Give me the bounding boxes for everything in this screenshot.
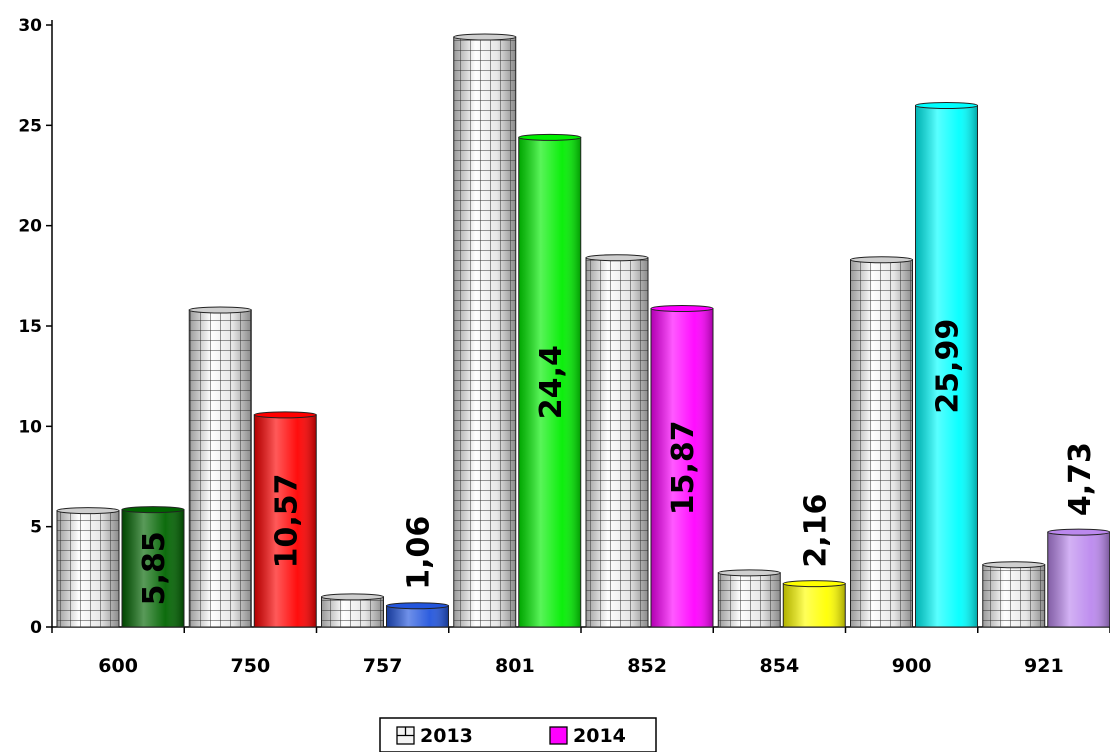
- y-tick-label: 5: [30, 518, 42, 538]
- x-tick-label: 854: [760, 655, 800, 677]
- bar-2013: [453, 33, 517, 628]
- data-label-2014: 1,06: [402, 516, 437, 590]
- bar-2014: [650, 305, 714, 628]
- y-tick-label: 15: [18, 317, 42, 337]
- legend-box: [379, 717, 657, 752]
- legend-swatch-2014: [549, 726, 568, 745]
- data-label-2014: 2,16: [798, 494, 833, 568]
- bar-2013: [982, 561, 1046, 628]
- bar-2014: [915, 101, 978, 628]
- bar-2014: [386, 602, 449, 628]
- bars: [56, 33, 1110, 628]
- legend-label-2013: 2013: [420, 725, 473, 747]
- x-tick-label: 921: [1024, 655, 1064, 677]
- x-tick-label: 757: [363, 655, 403, 677]
- bar-2013: [321, 593, 384, 628]
- x-tick-label: 900: [892, 655, 932, 677]
- x-tick-label: 801: [495, 655, 535, 677]
- bar-2014: [253, 411, 317, 628]
- y-tick-label: 25: [18, 116, 42, 136]
- bar-2013: [717, 569, 781, 628]
- data-label-2014: 10,57: [269, 473, 304, 568]
- x-tick-label: 600: [98, 655, 138, 677]
- bar-2013: [56, 507, 120, 628]
- legend: 2013 2014: [379, 717, 657, 752]
- y-axis: 0 5 10 15 20 25 30: [18, 16, 53, 638]
- bar-2014: [518, 133, 582, 628]
- bar-2013: [585, 254, 649, 628]
- bar-2014: [1047, 528, 1110, 628]
- x-axis: 600 750 757 801 852 854 900 921: [51, 626, 1110, 677]
- data-label-2014: 4,73: [1063, 442, 1098, 516]
- data-label-2014: 5,85: [137, 531, 172, 605]
- y-tick-label: 20: [18, 217, 42, 237]
- data-label-2014: 24,4: [534, 345, 569, 419]
- x-tick-label: 852: [627, 655, 667, 677]
- bar-2013: [850, 256, 913, 628]
- data-label-2014: 15,87: [666, 420, 701, 515]
- bar-2014: [782, 580, 846, 628]
- bar-2013: [188, 306, 252, 628]
- data-labels: 5,85 10,57 1,06 24,4 15,87 2,16 25,99 4,73: [137, 319, 1098, 606]
- bar-2014: [121, 506, 185, 628]
- y-tick-label: 10: [18, 417, 42, 437]
- y-tick-label: 0: [30, 618, 42, 638]
- y-tick-label: 30: [18, 16, 42, 36]
- legend-label-2014: 2014: [573, 725, 626, 747]
- x-tick-label: 750: [231, 655, 271, 677]
- data-label-2014: 25,99: [931, 319, 966, 414]
